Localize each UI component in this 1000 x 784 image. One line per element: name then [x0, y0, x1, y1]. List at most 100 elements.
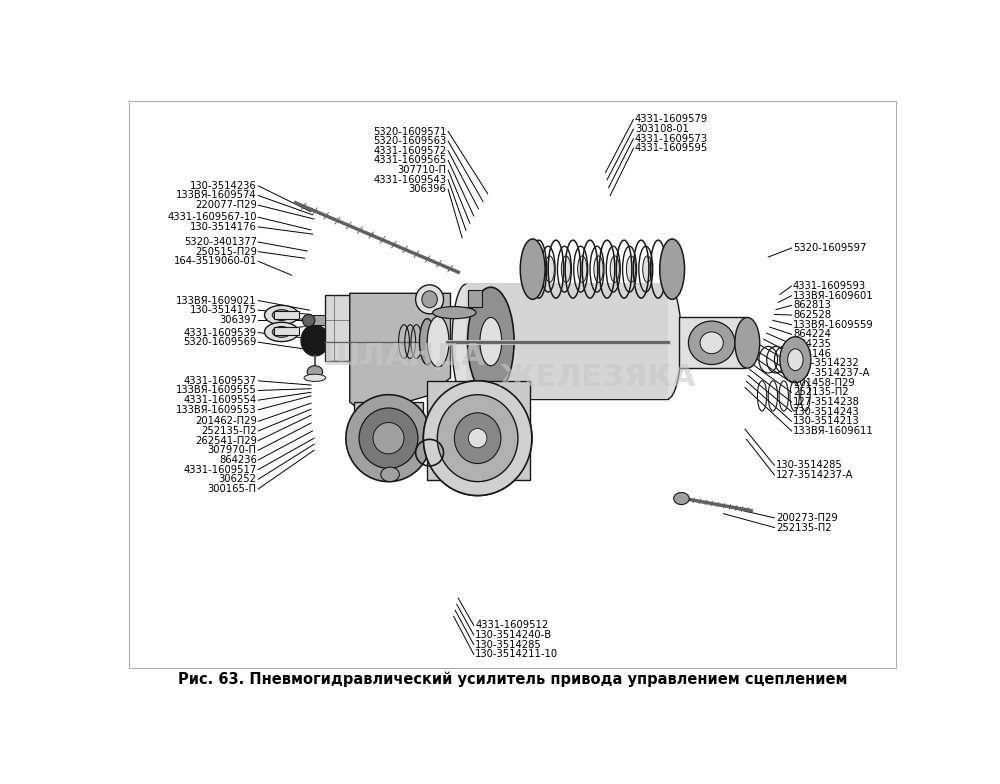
Ellipse shape: [610, 256, 619, 282]
Text: 130-3514285: 130-3514285: [776, 460, 843, 470]
Ellipse shape: [346, 394, 431, 481]
Text: 4331-1609565: 4331-1609565: [373, 155, 447, 165]
Text: 130-3514236: 130-3514236: [190, 181, 257, 191]
Text: 4331-1609579: 4331-1609579: [635, 114, 708, 125]
Bar: [313, 315, 325, 325]
Ellipse shape: [422, 291, 437, 308]
Text: 4331-1609537: 4331-1609537: [184, 376, 257, 386]
Text: 133ВЯ-1609601: 133ВЯ-1609601: [793, 291, 874, 301]
Text: 252135-П2: 252135-П2: [201, 426, 257, 436]
Text: 201462-П29: 201462-П29: [195, 416, 257, 426]
Ellipse shape: [304, 374, 326, 382]
Text: 5320-1609597: 5320-1609597: [793, 243, 866, 253]
Ellipse shape: [468, 429, 487, 448]
Ellipse shape: [301, 325, 329, 356]
Text: 307970-П: 307970-П: [208, 445, 257, 456]
Text: 220077-П29: 220077-П29: [195, 200, 257, 210]
Text: 300165-П: 300165-П: [208, 484, 257, 494]
Text: 306396: 306396: [409, 184, 447, 194]
Text: 130-3514240-В: 130-3514240-В: [475, 630, 552, 640]
Text: 130-3514243: 130-3514243: [793, 407, 860, 416]
Text: 127-3514238: 127-3514238: [793, 397, 860, 407]
Text: 4331-1609567-10: 4331-1609567-10: [167, 212, 257, 222]
Polygon shape: [354, 402, 423, 456]
Ellipse shape: [480, 318, 502, 366]
Text: 133ВЯ-1609021: 133ВЯ-1609021: [176, 296, 257, 306]
Text: 5320-3401377: 5320-3401377: [184, 237, 257, 247]
Ellipse shape: [427, 316, 449, 367]
Text: 250515-П29: 250515-П29: [195, 247, 257, 256]
Ellipse shape: [468, 287, 514, 396]
Polygon shape: [274, 327, 299, 335]
Text: 4331-1609554: 4331-1609554: [184, 395, 257, 405]
Text: 130-3514213: 130-3514213: [793, 416, 860, 426]
Text: 133ВЯ-1609553: 133ВЯ-1609553: [176, 405, 257, 415]
Ellipse shape: [272, 310, 291, 321]
Ellipse shape: [626, 256, 636, 282]
Text: 133ВЯ-1609611: 133ВЯ-1609611: [793, 426, 874, 436]
Text: 130-3514175: 130-3514175: [190, 305, 257, 315]
Text: 5320-1609569: 5320-1609569: [183, 337, 257, 347]
Ellipse shape: [545, 256, 554, 282]
Ellipse shape: [674, 492, 689, 505]
Text: 4331-1609595: 4331-1609595: [635, 143, 708, 154]
Ellipse shape: [272, 326, 291, 337]
Text: 864235: 864235: [793, 339, 831, 349]
Ellipse shape: [452, 285, 480, 399]
Text: 5320-1609563: 5320-1609563: [373, 136, 447, 146]
Text: 306252: 306252: [219, 474, 257, 485]
Ellipse shape: [433, 307, 476, 318]
Ellipse shape: [780, 337, 811, 383]
Text: 133ВЯ-1609555: 133ВЯ-1609555: [176, 386, 257, 395]
Polygon shape: [325, 295, 373, 361]
Ellipse shape: [264, 306, 299, 325]
Ellipse shape: [788, 349, 803, 371]
Text: ШЛАНДА: ШЛАНДА: [323, 342, 485, 371]
Text: 130-3514285: 130-3514285: [475, 640, 542, 650]
Polygon shape: [427, 381, 530, 481]
Ellipse shape: [578, 256, 587, 282]
Ellipse shape: [437, 394, 518, 481]
Text: 262541-П29: 262541-П29: [195, 436, 257, 445]
Text: 200273-П29: 200273-П29: [776, 513, 838, 523]
Text: 864224: 864224: [793, 329, 831, 339]
Bar: [679, 317, 745, 368]
Text: Рис. 63. Пневмогидравлический усилитель привода управлением сцеплением: Рис. 63. Пневмогидравлический усилитель …: [178, 672, 847, 688]
Text: 130-3514176: 130-3514176: [190, 222, 257, 232]
Polygon shape: [350, 293, 450, 414]
Text: 4331-1609593: 4331-1609593: [793, 281, 866, 291]
Ellipse shape: [420, 318, 435, 365]
Polygon shape: [274, 310, 299, 318]
Bar: [466, 285, 668, 399]
Text: 133ВЯ-1609574: 133ВЯ-1609574: [176, 191, 257, 201]
Ellipse shape: [381, 467, 399, 481]
Ellipse shape: [423, 381, 532, 495]
Ellipse shape: [688, 321, 735, 365]
Text: 133ВЯ-1609559: 133ВЯ-1609559: [793, 320, 874, 330]
Ellipse shape: [437, 394, 518, 481]
Ellipse shape: [660, 239, 685, 299]
Text: 864236: 864236: [219, 455, 257, 465]
Text: 306397: 306397: [219, 315, 257, 325]
Ellipse shape: [359, 408, 418, 468]
Text: 164-3519060-01: 164-3519060-01: [174, 256, 257, 267]
Text: 5320-1609571: 5320-1609571: [373, 126, 447, 136]
Text: 252135-П2: 252135-П2: [793, 387, 849, 397]
Ellipse shape: [520, 239, 545, 299]
Text: 4331-1609512: 4331-1609512: [475, 620, 549, 630]
Text: 307710-П: 307710-П: [398, 165, 447, 175]
Ellipse shape: [561, 256, 571, 282]
Text: 201458-П29: 201458-П29: [793, 378, 855, 387]
Text: 862528: 862528: [793, 310, 831, 320]
Text: 130-3514211-10: 130-3514211-10: [475, 649, 558, 659]
Ellipse shape: [594, 256, 603, 282]
Ellipse shape: [454, 413, 501, 463]
Ellipse shape: [302, 314, 315, 326]
Text: 4331-1609573: 4331-1609573: [635, 134, 708, 143]
Ellipse shape: [654, 285, 681, 399]
Text: 4331-1609572: 4331-1609572: [373, 146, 447, 156]
Ellipse shape: [643, 256, 652, 282]
Ellipse shape: [454, 413, 501, 463]
Ellipse shape: [735, 318, 760, 368]
Ellipse shape: [423, 381, 532, 495]
